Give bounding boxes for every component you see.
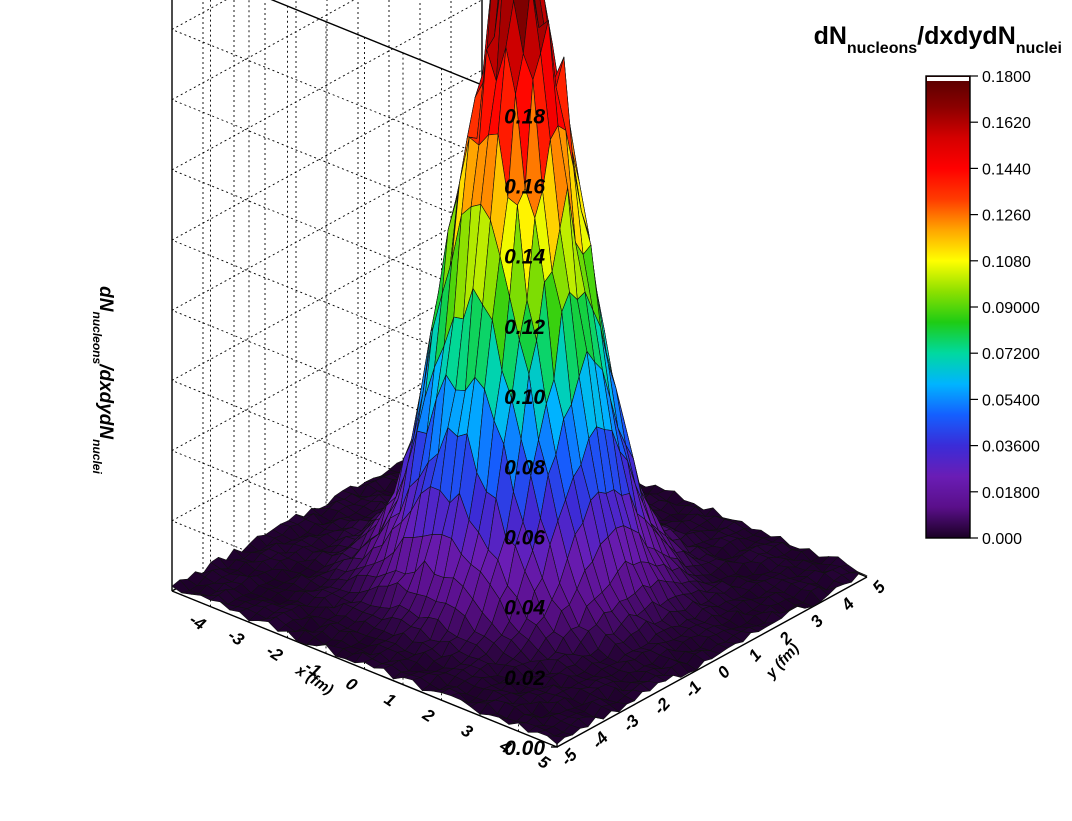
wall-grid-line <box>171 309 558 467</box>
colorbar-tick-label: 0.1440 <box>982 161 1031 178</box>
y-tick-label: -1 <box>681 677 705 701</box>
x-tick-label: -4 <box>186 610 209 634</box>
colorbar-tick-label: 0.1260 <box>982 208 1031 225</box>
z-tick-label: 0.06 <box>504 526 545 549</box>
axis-frame-line <box>556 576 868 748</box>
y-tick-label: -3 <box>619 711 644 735</box>
y-tick-label: 0 <box>714 662 735 682</box>
x-tick-label: 0 <box>342 674 361 695</box>
x-tick-label: -3 <box>224 626 247 650</box>
surface-cell <box>547 735 566 745</box>
wall-grid-line <box>171 450 558 608</box>
colorbar-tick-label: 0.000 <box>982 531 1022 548</box>
y-tick-label: -5 <box>557 745 582 769</box>
wall-grid-line <box>171 29 558 186</box>
y-tick-label: 3 <box>807 611 828 631</box>
z-tick-label: 0.12 <box>504 316 545 339</box>
y-tick-label: 4 <box>837 594 858 615</box>
colorbar-tick-label: 0.09000 <box>982 300 1040 317</box>
wall-grid-line <box>171 520 558 678</box>
z-tick-label: 0.16 <box>504 176 545 199</box>
axis-frame-line <box>171 590 558 748</box>
surface-mesh <box>171 0 868 745</box>
color-scale-legend: 0.1800 0.1620 0.1440 0.1260 0.1080 0.09000 0.0… <box>925 69 1040 548</box>
y-tick-label: 5 <box>869 577 890 597</box>
colorbar-tick-label: 0.1620 <box>982 115 1031 132</box>
x-tick-label: -2 <box>263 641 286 665</box>
wall-grid-line <box>171 99 558 257</box>
z-tick-label: 0.02 <box>504 667 545 690</box>
wall-grid-line <box>171 169 558 327</box>
z-tick-label: 0.10 <box>504 386 545 409</box>
z-tick-label: 0.08 <box>504 456 545 479</box>
z-tick-label: 0.04 <box>504 597 545 620</box>
wall-grid-line <box>171 379 558 537</box>
z-tick-label: 0.18 <box>504 105 545 128</box>
y-tick-label: -4 <box>588 728 613 752</box>
colorbar-tick-label: 0.1800 <box>982 69 1031 86</box>
x-tick-label: 3 <box>458 721 477 742</box>
x-tick-label: 1 <box>381 689 399 710</box>
y-axis-label: y (fm) <box>762 640 803 682</box>
y-tick-label: 1 <box>745 645 765 665</box>
colorbar-tick-label: 0.07200 <box>982 346 1040 363</box>
colorbar-tick-label: 0.1080 <box>982 254 1031 271</box>
y-tick-label: -2 <box>650 694 675 718</box>
colorbar-tick-label: 0.05400 <box>982 392 1040 409</box>
colorbar-tick-label: 0.01800 <box>982 485 1040 502</box>
z-tick-label: 0.14 <box>504 246 545 269</box>
color-scale-top-swatch <box>927 77 969 81</box>
z-axis-label: dNnucleons/dxdydNnuclei <box>90 286 116 474</box>
z-tick-label: 0.00 <box>504 737 545 760</box>
wall-grid-line <box>171 239 558 397</box>
chart-title: dNnucleons/dxdydNnuclei <box>814 22 1062 57</box>
z-axis-ticks: 0.00 0.02 0.04 0.06 0.08 0.10 0.12 0.14 0.16 0.18 <box>504 105 545 760</box>
color-scale-bar <box>925 75 971 539</box>
x-tick-label: 2 <box>419 704 439 726</box>
colorbar-tick-label: 0.03600 <box>982 439 1040 456</box>
